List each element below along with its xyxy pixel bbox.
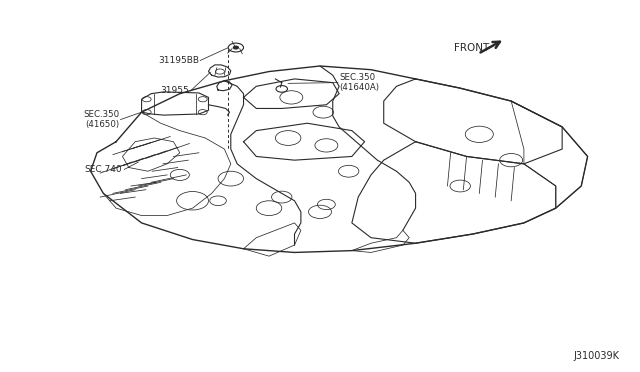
- Text: FRONT: FRONT: [454, 42, 489, 52]
- Text: SEC.350
(41640A): SEC.350 (41640A): [339, 73, 379, 92]
- Text: 31955: 31955: [161, 86, 189, 95]
- Text: SEC.740: SEC.740: [85, 165, 122, 174]
- Text: 31195BB: 31195BB: [158, 56, 199, 65]
- Text: SEC.350
(41650): SEC.350 (41650): [83, 110, 119, 129]
- Circle shape: [234, 46, 239, 49]
- Text: J310039K: J310039K: [573, 351, 620, 361]
